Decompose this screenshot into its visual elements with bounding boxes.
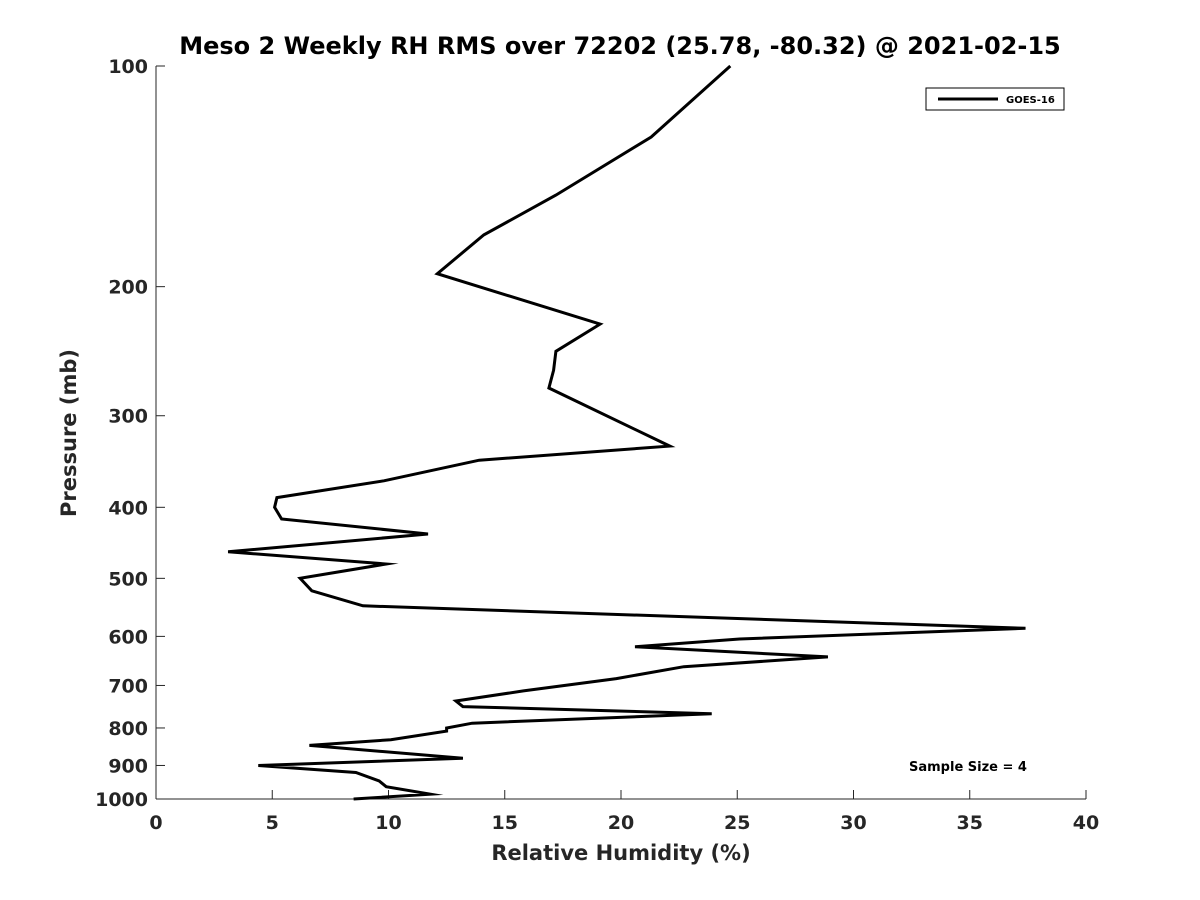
x-tick-label: 0 [149, 812, 162, 834]
x-axis-label: Relative Humidity (%) [491, 841, 750, 865]
x-tick-label: 20 [608, 812, 634, 834]
y-tick-label: 700 [108, 675, 148, 697]
legend: GOES-16 [925, 87, 1065, 111]
y-tick-label: 1000 [95, 789, 148, 811]
y-tick-label: 200 [108, 277, 148, 299]
plot-area [156, 66, 1086, 799]
y-tick-label: 900 [108, 755, 148, 777]
y-tick-label: 300 [108, 406, 148, 428]
x-tick-label: 10 [375, 812, 401, 834]
x-tick-label: 25 [724, 812, 750, 834]
series-line-goes-16 [227, 64, 1026, 801]
x-tick-label: 15 [492, 812, 518, 834]
x-axis-ticks: 0 5 10 15 20 25 30 35 40 [149, 790, 1099, 834]
y-tick-label: 500 [108, 568, 148, 590]
y-tick-label: 100 [108, 56, 148, 78]
x-tick-label: 35 [957, 812, 983, 834]
y-axis-ticks: 100 200 300 400 500 600 700 800 900 1000 [95, 56, 165, 811]
series-layer [227, 64, 1026, 801]
sample-size-annotation: Sample Size = 4 [909, 760, 1027, 775]
chart-title: Meso 2 Weekly RH RMS over 72202 (25.78, … [179, 32, 1061, 60]
x-tick-label: 30 [840, 812, 866, 834]
y-tick-label: 600 [108, 626, 148, 648]
y-tick-label: 400 [108, 497, 148, 519]
y-tick-label: 800 [108, 718, 148, 740]
x-tick-label: 40 [1073, 812, 1099, 834]
x-tick-label: 5 [266, 812, 279, 834]
y-axis-label: Pressure (mb) [57, 349, 81, 517]
legend-label-goes-16: GOES-16 [1006, 95, 1055, 106]
